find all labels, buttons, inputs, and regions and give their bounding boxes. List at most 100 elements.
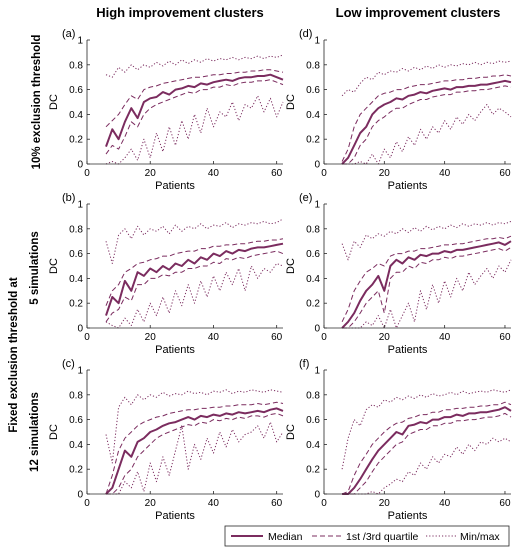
series-line-median [341,240,512,329]
series-line-3rd-quartile [105,69,284,128]
panel-letter: (c) [62,358,75,370]
panel-letter: (e) [299,192,312,204]
x-tick-label: 20 [145,332,157,343]
row-title-1: 10% exclusion threshold [31,35,43,170]
panel-letter: (d) [299,28,312,40]
series-line-max [341,60,512,97]
legend-minmax-label: Min/max [460,531,500,543]
x-axis-label: Patients [155,344,195,356]
y-tick-label: 0.2 [69,299,83,310]
legend-quartile-label: 1st /3rd quartile [346,531,419,543]
y-tick-label: 0.6 [69,415,83,426]
x-tick-label: 0 [321,168,327,179]
series-line-3rd-quartile [341,235,512,323]
x-tick-label: 20 [145,498,157,509]
y-tick-label: 0.4 [306,110,320,121]
series-line-min [105,263,284,329]
legend-box [224,525,510,547]
y-tick-label: 0 [77,490,83,501]
series-line-1st-quartile [342,246,512,329]
x-axis-label: Patients [388,180,428,192]
series-line-max [105,389,284,464]
y-tick-label: 0.8 [306,224,320,235]
series-line-max [105,218,284,264]
x-tick-label: 60 [271,498,283,509]
series-line-1st-quartile [342,85,512,165]
legend: Median 1st /3rd quartile Min/max [224,525,510,547]
series-line-median [342,406,512,495]
y-tick-label: 0 [314,160,320,171]
series-line-min [105,95,284,165]
series-line-3rd-quartile [105,401,284,495]
x-tick-label: 60 [271,332,283,343]
y-axis-label: DC [285,94,297,110]
x-tick-label: 60 [499,168,511,179]
panel-letter: (f) [299,358,309,370]
y-tick-label: 1 [77,366,83,377]
y-tick-label: 0 [77,324,83,335]
y-tick-label: 0.4 [69,110,83,121]
y-tick-label: 0.8 [306,60,320,71]
row-title-2: 5 simulations [29,231,41,305]
x-tick-label: 0 [321,498,327,509]
x-tick-label: 40 [439,498,451,509]
y-tick-label: 0.8 [69,224,83,235]
chart-panels: 0 0.2 0.4 0.6 0.8 1 0 20 40 60 Patients DC (a) 0 0.2 0.… [48,28,512,522]
x-axis-label: Patients [388,344,428,356]
y-tick-label: 0.8 [69,390,83,401]
series-line-median [105,407,284,495]
x-tick-label: 60 [271,168,283,179]
x-tick-label: 40 [208,498,220,509]
y-tick-label: 0.6 [306,85,320,96]
series-line-min [106,421,284,495]
x-tick-label: 0 [321,332,327,343]
x-tick-label: 40 [439,168,451,179]
y-tick-label: 1 [314,36,320,47]
series-line-median [341,79,512,165]
y-tick-label: 0.2 [306,135,320,146]
panel-letter: (b) [62,192,75,204]
series-line-1st-quartile [105,79,284,155]
y-tick-label: 0.6 [306,415,320,426]
column-title-low: Low improvement clusters [336,5,501,20]
series-line-1st-quartile [342,412,512,495]
x-tick-label: 20 [379,498,391,509]
x-tick-label: 60 [499,498,511,509]
series-line-median [105,242,284,316]
series-line-min [342,259,512,329]
series-line-min [342,104,512,165]
y-tick-label: 0.4 [306,440,320,451]
x-tick-label: 40 [208,168,220,179]
x-tick-label: 40 [439,332,451,343]
x-tick-label: 40 [208,332,220,343]
y-tick-label: 0.2 [306,465,320,476]
y-tick-label: 1 [314,366,320,377]
y-tick-label: 1 [77,36,83,47]
chart-panel: 0 0.2 0.4 0.6 0.8 1 0 20 40 60 Patients DC (d) [285,28,512,192]
x-tick-label: 20 [379,168,391,179]
series-line-max [105,54,284,78]
series-line-3rd-quartile [105,238,284,306]
y-tick-label: 0.8 [69,60,83,71]
series-line-3rd-quartile [341,401,512,495]
y-axis-label: DC [48,424,60,440]
x-axis-label: Patients [155,180,195,192]
x-tick-label: 0 [84,332,90,343]
x-tick-label: 0 [84,168,90,179]
x-axis-label: Patients [388,510,428,522]
y-axis-label: DC [285,424,297,440]
y-tick-label: 0.4 [306,274,320,285]
y-tick-label: 0.2 [306,299,320,310]
panel-letter: (a) [62,28,75,40]
legend-median-label: Median [268,531,303,543]
series-line-3rd-quartile [341,74,512,162]
column-title-high: High improvement clusters [96,5,264,20]
y-axis-label: DC [285,258,297,274]
x-axis-label: Patients [155,510,195,522]
y-tick-label: 0 [77,160,83,171]
x-tick-label: 0 [84,498,90,509]
y-tick-label: 0 [314,490,320,501]
y-axis-label: DC [48,94,60,110]
series-line-median [105,73,284,147]
